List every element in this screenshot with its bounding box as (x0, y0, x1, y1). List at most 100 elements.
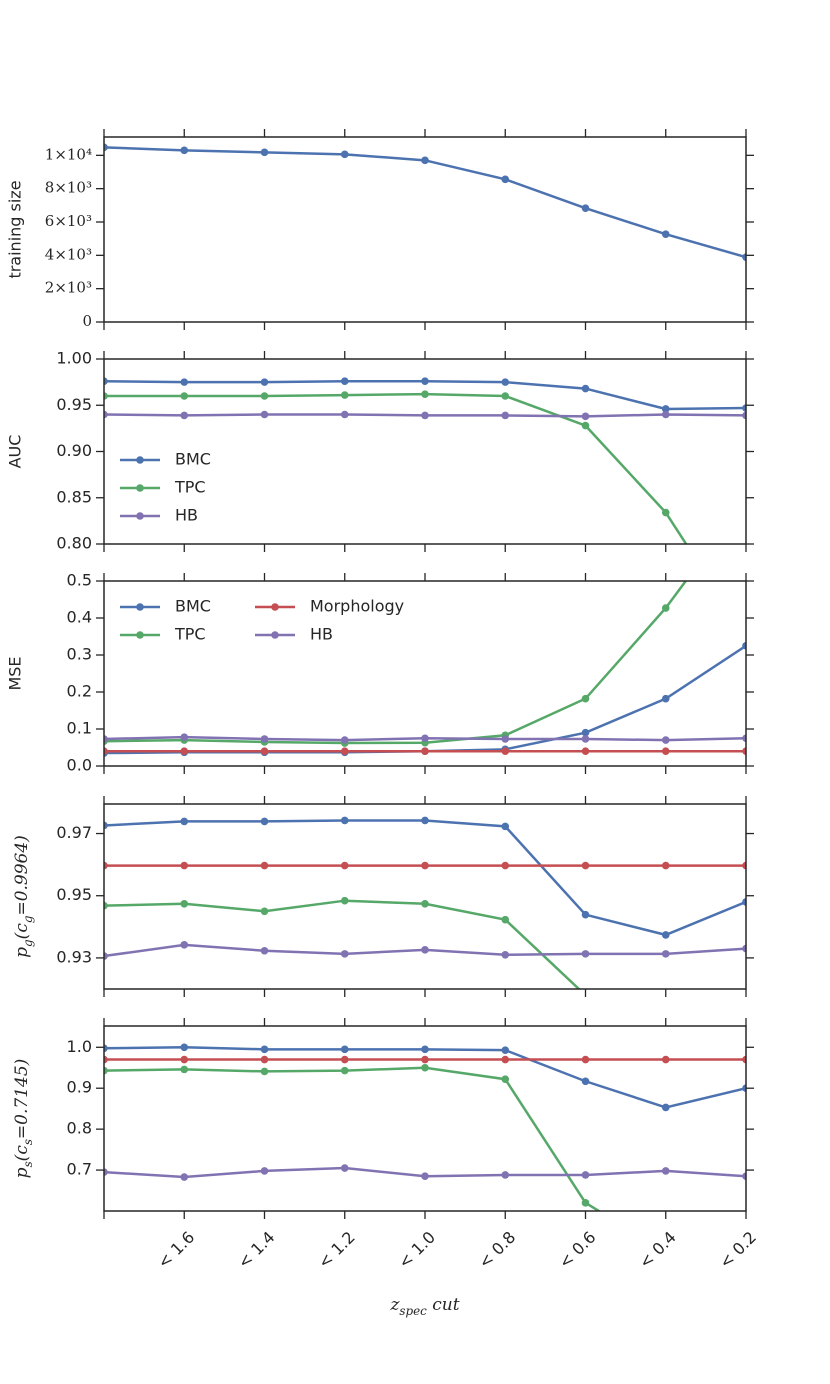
series-point (340, 747, 349, 755)
series-point (260, 392, 269, 400)
series-point (180, 733, 189, 741)
series-point (260, 861, 269, 870)
series-point (340, 816, 349, 825)
series-point (260, 817, 269, 826)
series-point (180, 941, 189, 949)
series-point (661, 694, 670, 703)
y-tick-label: 0.1 (67, 719, 92, 738)
y-tick-label: 0.2 (67, 682, 92, 701)
series-point (661, 950, 670, 958)
legend-label: TPC (174, 625, 206, 644)
series-point (340, 1066, 349, 1075)
axes-frame (103, 358, 747, 545)
axes-frame (103, 1025, 747, 1212)
series-point (421, 1055, 429, 1064)
series-point (421, 377, 429, 386)
series-point (421, 1172, 429, 1181)
series-point (742, 898, 746, 906)
series-line (104, 819, 746, 937)
series-point (340, 896, 349, 905)
series-point (581, 950, 590, 958)
series-point (581, 384, 590, 393)
legend-marker (271, 631, 279, 639)
series-point (501, 1171, 510, 1179)
series-point (260, 1045, 269, 1054)
series-point (104, 392, 108, 400)
series-point (104, 952, 108, 960)
x-tick-label: < 0.8 (475, 1228, 520, 1273)
y-tick-label: 0 (82, 312, 92, 330)
series-point (340, 1055, 349, 1064)
series-point (340, 391, 349, 399)
series-point (742, 734, 746, 743)
axes-frame (103, 803, 747, 990)
x-tick-label: < 1.4 (234, 1228, 279, 1273)
series-point (742, 1289, 750, 1297)
series-point (581, 421, 590, 430)
x-tick-label: < 1.2 (314, 1228, 359, 1273)
y-tick-label: 1.0 (67, 1037, 92, 1056)
legend-label: TPC (174, 478, 206, 497)
series-point (340, 736, 349, 744)
y-axis-label: training size (6, 180, 25, 278)
series-point (661, 604, 670, 612)
x-tick-label: < 1.0 (395, 1228, 440, 1273)
y-tick-label: 0.7 (67, 1160, 92, 1179)
series-point (260, 735, 269, 743)
series-point (661, 747, 670, 755)
series-point (742, 944, 746, 953)
series-point (340, 950, 349, 958)
series-point (104, 143, 108, 152)
series-point (104, 735, 108, 743)
series-point (501, 1075, 510, 1084)
series-point (104, 1066, 108, 1075)
legend-marker (136, 512, 144, 520)
series-point (180, 900, 189, 908)
series-point (501, 175, 510, 184)
series-point (581, 728, 590, 737)
series-point (661, 230, 670, 238)
legend-label: HB (310, 625, 333, 644)
series-point (421, 900, 429, 908)
plot-area (104, 581, 746, 757)
series-point (180, 378, 189, 386)
series-point (180, 1055, 189, 1064)
series-point (421, 946, 429, 954)
series-point (501, 747, 510, 755)
x-tick-label: < 0.4 (635, 1228, 680, 1273)
y-axis-label: ps(cs=0.7145) (12, 1059, 36, 1179)
series-point (661, 410, 670, 419)
series-point (180, 747, 189, 755)
series-point (421, 1045, 429, 1054)
series-point (581, 910, 590, 919)
series-point (501, 411, 510, 420)
legend-marker (136, 484, 144, 492)
series-point (742, 253, 746, 261)
y-tick-label: 6×10³ (45, 212, 92, 230)
series-point (180, 1065, 189, 1074)
y-tick-label: 0.0 (67, 756, 92, 775)
series-point (340, 377, 349, 386)
series-point (260, 1067, 269, 1076)
y-tick-label: 0.4 (67, 608, 92, 627)
series-point (501, 735, 510, 743)
x-axis-label: zspec cut (389, 1295, 459, 1319)
y-tick-label: 0.85 (56, 487, 92, 506)
series-point (581, 204, 590, 212)
series-point (742, 1084, 746, 1093)
series-point (581, 1077, 590, 1086)
series-point (421, 861, 429, 870)
x-tick-label: < 1.6 (154, 1228, 199, 1273)
series-point (501, 861, 510, 870)
series-point (421, 734, 429, 743)
series-point (661, 508, 670, 517)
series-point (742, 411, 746, 420)
legend-label: BMC (175, 597, 211, 616)
series-point (104, 901, 108, 910)
series-point (661, 1055, 670, 1064)
y-tick-label: 0.90 (56, 441, 92, 460)
y-tick-label: 1.00 (56, 349, 92, 368)
axes-frame (103, 580, 747, 767)
y-tick-label: 0.80 (56, 534, 92, 553)
series-point (742, 747, 746, 755)
